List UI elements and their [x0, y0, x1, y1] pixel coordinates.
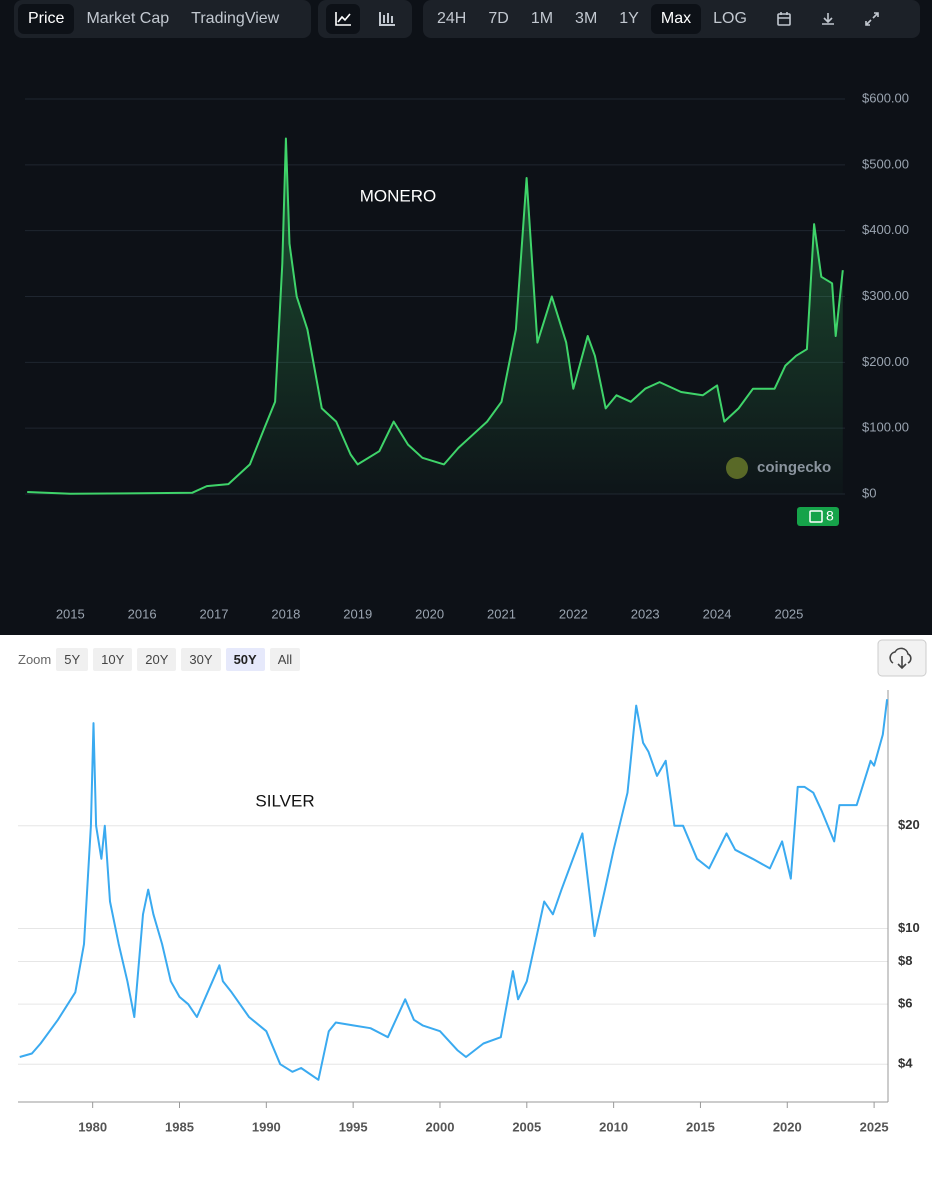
y-tick-label: $300.00 — [862, 288, 909, 303]
zoom-label: Zoom — [18, 652, 52, 667]
zoom-button[interactable]: All — [269, 648, 301, 671]
x-tick-label: 1980 — [78, 1119, 107, 1134]
range-button[interactable]: 24H — [437, 10, 467, 27]
zoom-button[interactable]: 10Y — [93, 648, 133, 671]
x-tick-label: 2022 — [559, 606, 588, 621]
x-tick-label: 2025 — [860, 1119, 889, 1134]
x-tick-label: 2020 — [773, 1119, 802, 1134]
price-line — [27, 137, 844, 495]
x-tick-label: 1985 — [165, 1119, 194, 1134]
zoom-button[interactable]: 20Y — [137, 648, 177, 671]
y-tick-label: $8 — [898, 953, 912, 968]
x-tick-label: 2021 — [487, 606, 516, 621]
area — [27, 138, 843, 494]
x-tick-label: 2010 — [599, 1119, 628, 1134]
chart-type-group — [318, 0, 412, 38]
x-tick-label: 2020 — [415, 606, 444, 621]
x-tick-label: 2017 — [200, 606, 229, 621]
x-tick-label: 2018 — [271, 606, 300, 621]
x-tick-label: 2000 — [426, 1119, 455, 1134]
x-tick-label: 2023 — [631, 606, 660, 621]
range-button[interactable]: 1M — [530, 10, 554, 27]
x-tick-label: 2025 — [774, 606, 803, 621]
range-button[interactable]: 1Y — [619, 10, 639, 27]
price-line — [19, 699, 889, 1081]
x-tick-label: 2015 — [56, 606, 85, 621]
tab-button[interactable]: TradingView — [191, 10, 280, 27]
y-tick-label: $500.00 — [862, 156, 909, 171]
x-tick-label: 1990 — [252, 1119, 281, 1134]
y-tick-label: $400.00 — [862, 222, 909, 237]
annotation: SILVER — [255, 791, 314, 810]
zoom-button[interactable]: 30Y — [181, 648, 221, 671]
range-group: 24H 7D 1M 3M 1Y Max LOG — [423, 0, 920, 38]
x-tick-label: 2016 — [128, 606, 157, 621]
watermark-logo — [726, 457, 748, 479]
x-tick-label: 2005 — [512, 1119, 541, 1134]
annotation: MONERO — [360, 186, 437, 205]
range-button[interactable]: Max — [650, 4, 702, 34]
watermark: coingecko — [757, 459, 831, 476]
tab-group: Price Market Cap TradingView — [14, 0, 311, 38]
fullscreen-button[interactable] — [855, 4, 889, 34]
download-button[interactable] — [811, 4, 845, 34]
range-button[interactable]: 7D — [488, 10, 509, 27]
y-tick-label: $100.00 — [862, 420, 909, 435]
x-tick-label: 2015 — [686, 1119, 715, 1134]
tab-button[interactable]: Price — [18, 4, 75, 34]
dark-panel — [0, 0, 932, 635]
range-button[interactable]: 3M — [575, 10, 598, 27]
news-count: 8 — [826, 508, 834, 524]
tab-button[interactable]: Market Cap — [86, 10, 170, 27]
news-icon — [809, 510, 823, 523]
x-tick-label: 2019 — [343, 606, 372, 621]
y-tick-label: $10 — [898, 920, 920, 935]
x-tick-label: 1995 — [339, 1119, 368, 1134]
zoom-button[interactable]: 50Y — [225, 648, 265, 671]
y-tick-label: $4 — [898, 1056, 913, 1071]
y-tick-label: $6 — [898, 996, 912, 1011]
news-badge — [797, 507, 839, 526]
x-tick-label: 2024 — [703, 606, 732, 621]
range-button[interactable]: LOG — [713, 10, 747, 27]
line-chart-button[interactable] — [326, 4, 360, 34]
zoom-button[interactable]: 5Y — [56, 648, 89, 671]
y-tick-label: $600.00 — [862, 90, 909, 105]
candle-chart-button[interactable] — [370, 4, 404, 34]
y-tick-label: $20 — [898, 817, 920, 832]
zoom-bar: Zoom 5Y 10Y 20Y 30Y 50Y All — [18, 648, 301, 671]
y-tick-label: $200.00 — [862, 354, 909, 369]
y-tick-label: $0 — [862, 485, 876, 500]
download-icon — [889, 647, 912, 670]
calendar-button[interactable] — [767, 4, 801, 34]
